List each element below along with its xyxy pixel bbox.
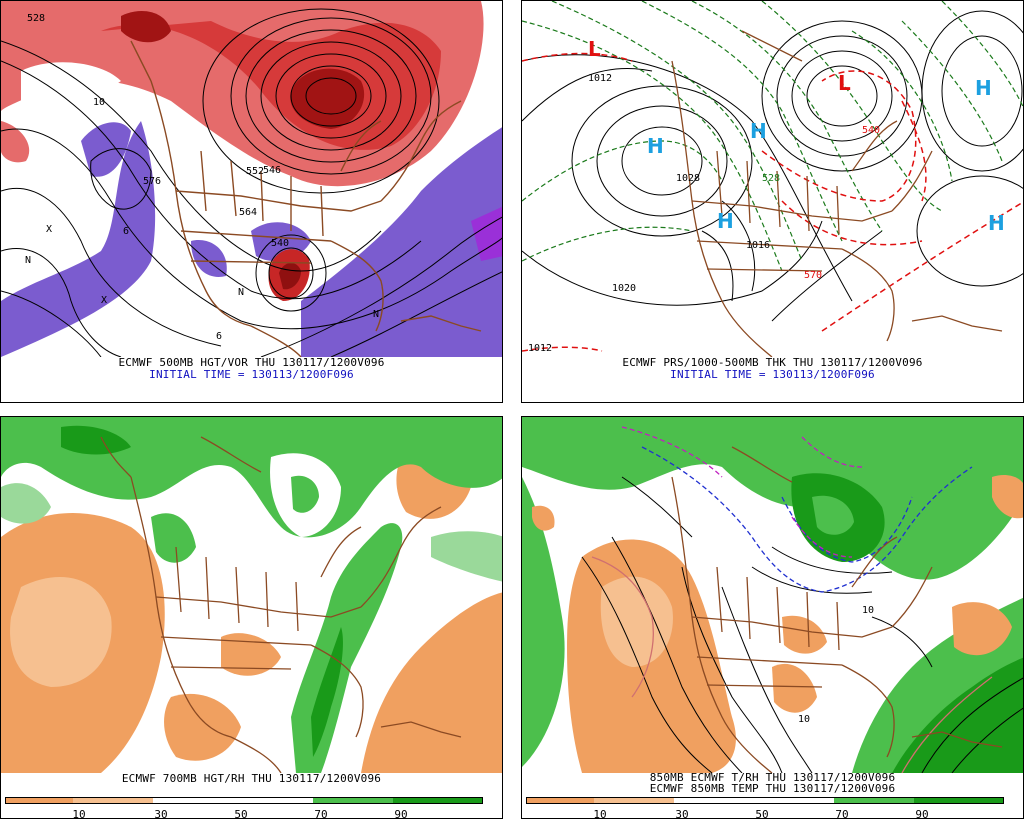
map-700mb-rh [1, 417, 502, 773]
map-500mb-vorticity: 528 576 552 546 564 540 10 6 6 X X N N N [1, 1, 502, 357]
colorbar-tick: 50 [234, 808, 248, 819]
colorbar-tick: 70 [314, 808, 328, 819]
vort-min-n: N [25, 255, 31, 266]
thickness-label-570: 570 [804, 270, 822, 281]
vort-min-x2: X [101, 295, 107, 306]
colorbar-tick: 90 [394, 808, 408, 819]
vort-min-n3: N [238, 287, 244, 298]
contour-label-528: 528 [27, 13, 45, 24]
vort-min-x: X [46, 224, 52, 235]
panel-500mb-hgt-vor: 528 576 552 546 564 540 10 6 6 X X N N N… [0, 0, 503, 403]
colorbar-tick: 50 [755, 808, 769, 819]
map-pressure-thickness: 1012 1020 1028 1016 1012 570 528 540 H H… [522, 1, 1023, 357]
low-pressure-center: L [838, 71, 851, 95]
colorbar-rh-850mb: 10 30 50 70 90 [526, 797, 1004, 819]
isobar-label-1016: 1016 [746, 240, 770, 251]
moist-area-north [522, 417, 1023, 580]
initial-time-prs-thk: INITIAL TIME = 130113/1200F096 [670, 368, 875, 381]
high-pressure-center: H [750, 119, 767, 143]
vort-label-10: 10 [93, 97, 105, 108]
isotherm-label-10b: 10 [798, 714, 810, 725]
map-850mb-temp-rh: 10 10 [522, 417, 1023, 773]
initial-time-500mb: INITIAL TIME = 130113/1200F096 [149, 368, 354, 381]
vorticity-negative-area-atlantic [301, 127, 502, 357]
dry-area-atlantic [361, 592, 502, 773]
thickness-label-540: 540 [862, 125, 880, 136]
colorbar-tick: 90 [915, 808, 929, 819]
isobar-label-1028: 1028 [676, 173, 700, 184]
colorbar-rh-700mb: 10 30 50 70 90 [5, 797, 483, 819]
vort-min-n2: N [373, 309, 379, 320]
isobar-label-1012: 1012 [588, 73, 612, 84]
vorticity-negative-area-pacific [1, 121, 156, 357]
colorbar-tick: 30 [154, 808, 168, 819]
contour-label-540: 540 [271, 238, 289, 249]
colorbar-tick: 10 [72, 808, 86, 819]
panel-700mb-hgt-rh: ECMWF 700MB HGT/RH THU 130117/1200V096 1… [0, 416, 503, 819]
contour-label-564: 564 [239, 207, 257, 218]
isobar-label-1020: 1020 [612, 283, 636, 294]
vorticity-max-center [290, 68, 365, 129]
caption-850mb-temp: ECMWF 850MB TEMP THU 130117/1200V096 [649, 782, 896, 795]
high-pressure-center: H [988, 211, 1005, 235]
caption-700mb: ECMWF 700MB HGT/RH THU 130117/1200V096 [121, 772, 382, 785]
contour-label-552: 552 [246, 166, 264, 177]
vorticity-negative-area-west [81, 122, 131, 177]
vorticity-negative-area-central [191, 240, 227, 277]
colorbar-tick: 10 [593, 808, 607, 819]
panel-prs-thickness: 1012 1020 1028 1016 1012 570 528 540 H H… [521, 0, 1024, 403]
high-pressure-center: H [717, 209, 734, 233]
isotherm-0c [641, 446, 973, 593]
colorbar-tick: 30 [675, 808, 689, 819]
contour-label-546: 546 [263, 165, 281, 176]
caption-500mb: ECMWF 500MB HGT/VOR THU 130117/1200V096 [118, 356, 385, 369]
panel-850mb-t-rh: 10 10 850MB ECMWF T/RH THU 130117/1200V0… [521, 416, 1024, 819]
vort-label-6: 6 [123, 226, 129, 237]
caption-prs-thk: ECMWF PRS/1000-500MB THK THU 130117/1200… [622, 356, 923, 369]
isotherm-label-10: 10 [862, 605, 874, 616]
low-pressure-center: L [588, 37, 601, 61]
thickness-label-528: 528 [762, 173, 780, 184]
contour-label-576: 576 [143, 176, 161, 187]
colorbar-tick: 70 [835, 808, 849, 819]
vort-label-6b: 6 [216, 331, 222, 342]
high-pressure-center: H [647, 134, 664, 158]
high-pressure-center: H [975, 76, 992, 100]
isobar-label-1012b: 1012 [528, 343, 552, 354]
caption-850mb-t-rh: 850MB ECMWF T/RH THU 130117/1200V096 [649, 771, 896, 784]
